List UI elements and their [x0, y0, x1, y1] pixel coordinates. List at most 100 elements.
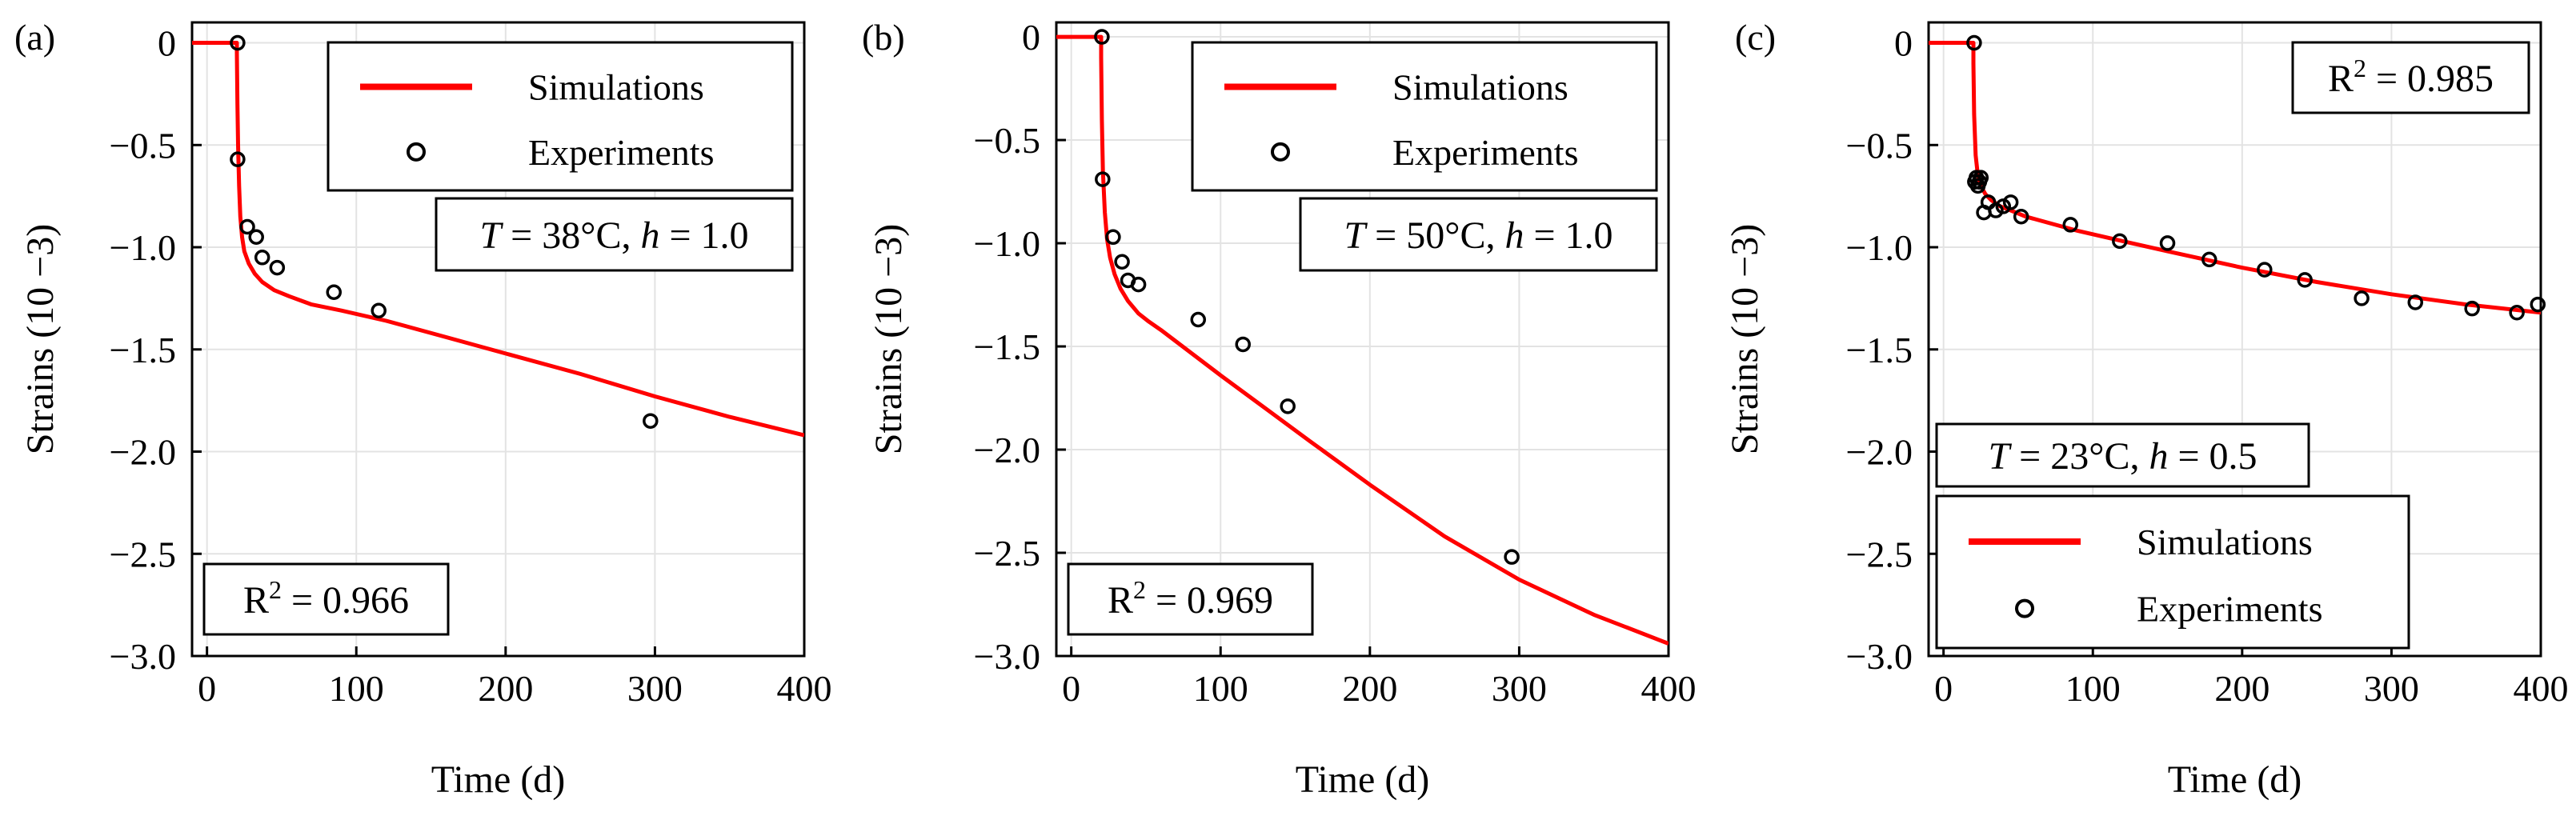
r-squared-exponent: 2: [1133, 575, 1146, 604]
legend-label-simulations: Simulations: [528, 67, 704, 108]
x-axis-title: Time (d): [431, 758, 566, 801]
condition-T-label: T: [1344, 214, 1368, 257]
x-tick-label: 100: [1193, 668, 1248, 709]
experiment-point: [2407, 294, 2424, 310]
experiment-point: [371, 302, 387, 318]
legend: Simulations Experiments: [1935, 494, 2410, 650]
experiment-point: [1095, 171, 1111, 187]
experiment-point: [2013, 208, 2029, 225]
y-axis-title: Strains (10 −3): [19, 224, 62, 454]
condition-box-frame: [1935, 422, 2310, 488]
r-squared-frame: [202, 562, 450, 636]
condition-text: T = 50°C, h = 1.0: [1344, 214, 1613, 257]
r-squared-text: R2 = 0.969: [1108, 575, 1273, 622]
legend-label-experiments: Experiments: [528, 132, 715, 173]
experiment-point: [269, 259, 286, 276]
experiment-point: [2002, 194, 2019, 210]
experiment-point: [230, 151, 246, 167]
panel-label: (a): [14, 17, 55, 58]
experiment-point: [2062, 217, 2079, 233]
experiment-point: [2159, 235, 2176, 251]
y-tick-label: −1.0: [110, 227, 176, 268]
r-squared-box: R2 = 0.969: [1067, 562, 1314, 636]
y-tick-label: −2.0: [974, 430, 1040, 470]
panel-label: (c): [1735, 17, 1776, 58]
experiment-point: [1504, 549, 1520, 565]
r-squared-exponent: 2: [2354, 54, 2366, 82]
condition-box-frame: [1299, 197, 1658, 272]
y-tick-label: 0: [158, 23, 176, 64]
experiment-point: [239, 218, 255, 235]
y-tick-label: −2.0: [1846, 432, 1913, 473]
x-tick-label: 400: [2514, 668, 2569, 709]
y-axis-title: Strains (10 −3): [1724, 224, 1766, 454]
r-squared-value: = 0.969: [1146, 579, 1273, 622]
y-tick-label: −0.5: [110, 125, 176, 166]
experiment-point: [254, 250, 270, 266]
condition-box: T = 50°C, h = 1.0: [1299, 197, 1658, 272]
experiment-point: [2464, 300, 2480, 317]
simulation-line: [192, 41, 804, 438]
r-squared-box: R2 = 0.966: [202, 562, 450, 636]
r-squared-box: R2 = 0.985: [2291, 41, 2530, 114]
y-tick-label: −0.5: [1846, 125, 1913, 166]
r-squared-base: R: [1108, 579, 1133, 622]
y-tick-label: −0.5: [974, 120, 1040, 161]
x-tick-label: 0: [198, 668, 216, 709]
experiment-point: [1190, 311, 1207, 328]
r-squared-exponent: 2: [269, 575, 282, 604]
legend-marker-swatch: [2015, 598, 2034, 618]
experiment-point: [1280, 398, 1296, 414]
condition-T-value: = 38°C,: [501, 214, 640, 257]
condition-h-value: = 0.5: [2168, 435, 2257, 478]
experiment-point: [230, 34, 246, 51]
legend: Simulations Experiments: [327, 41, 794, 192]
experiment-point: [1094, 29, 1110, 45]
legend-box: [1191, 41, 1658, 192]
condition-text: T = 38°C, h = 1.0: [479, 214, 748, 257]
r-squared-text: R2 = 0.966: [243, 575, 409, 622]
x-tick-label: 200: [1342, 668, 1397, 709]
y-tick-label: −1.0: [1846, 227, 1913, 268]
r-squared-value: = 0.966: [282, 579, 409, 622]
r-squared-base: R: [2328, 58, 2354, 100]
condition-T-value: = 50°C,: [1365, 214, 1504, 257]
x-tick-label: 300: [2364, 668, 2419, 709]
y-tick-label: −3.0: [110, 636, 176, 677]
legend-label-simulations: Simulations: [2137, 522, 2313, 562]
experiment-point: [248, 229, 264, 246]
x-tick-label: 0: [1062, 668, 1080, 709]
y-tick-label: −2.5: [1846, 534, 1913, 574]
x-tick-label: 0: [1934, 668, 1953, 709]
y-tick-label: −2.5: [974, 533, 1040, 574]
condition-box-frame: [435, 197, 794, 272]
y-tick-label: −2.5: [110, 534, 176, 574]
x-tick-label: 200: [478, 668, 533, 709]
experiment-point: [2112, 233, 2128, 250]
condition-text: T = 23°C, h = 0.5: [1988, 435, 2257, 478]
y-tick-label: −1.5: [974, 326, 1040, 367]
plot-frame: [1055, 21, 1670, 658]
chart-panel-3: 0 100 200 300 400 0 −0.5 −1.0 −1.5 −2.0 −2.5 −3.0 Ti…: [1724, 17, 2569, 801]
experiment-point: [326, 284, 343, 300]
y-tick-label: −3.0: [974, 636, 1040, 677]
r-squared-frame: [1067, 562, 1314, 636]
r-squared-value: = 0.985: [2366, 58, 2494, 100]
experiment-point: [1114, 254, 1130, 270]
r-squared-text: R2 = 0.985: [2328, 54, 2494, 100]
legend-box: [1935, 494, 2410, 650]
x-tick-label: 100: [2065, 668, 2121, 709]
x-tick-label: 200: [2214, 668, 2270, 709]
condition-box: T = 38°C, h = 1.0: [435, 197, 794, 272]
condition-h-label: h: [2149, 435, 2168, 478]
legend-label-simulations: Simulations: [1392, 67, 1568, 108]
x-tick-label: 300: [1492, 668, 1547, 709]
chart-panel-2: 0 100 200 300 400 0 −0.5 −1.0 −1.5 −2.0 −2.5 −3.0 Ti…: [862, 17, 1697, 801]
panel-label: (b): [862, 17, 905, 58]
plot-frame: [1927, 21, 2542, 658]
x-tick-label: 400: [777, 668, 832, 709]
x-tick-label: 400: [1641, 668, 1697, 709]
y-tick-label: 0: [1894, 23, 1913, 64]
y-tick-label: −1.5: [1846, 330, 1913, 370]
experiment-point: [2509, 305, 2525, 321]
